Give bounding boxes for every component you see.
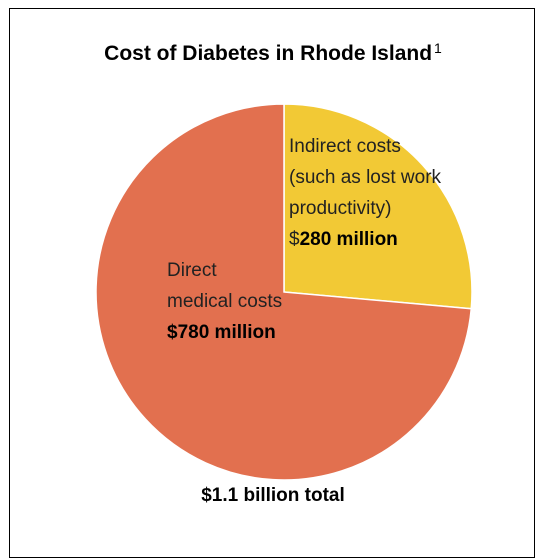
chart-title: Cost of Diabetes in Rhode Island 1 xyxy=(104,40,442,65)
pie-chart xyxy=(95,103,473,481)
direct-costs-label: Direct medical costs $780 million xyxy=(167,260,283,343)
pie-slice-direct-costs xyxy=(95,103,473,481)
indirect-costs-label: Indirect costs (such as lost work produc… xyxy=(289,136,442,250)
total-label: $1.1 billion total xyxy=(201,485,345,506)
title-footnote: 1 xyxy=(434,40,442,56)
pie-slice-indirect-costs xyxy=(283,103,473,310)
